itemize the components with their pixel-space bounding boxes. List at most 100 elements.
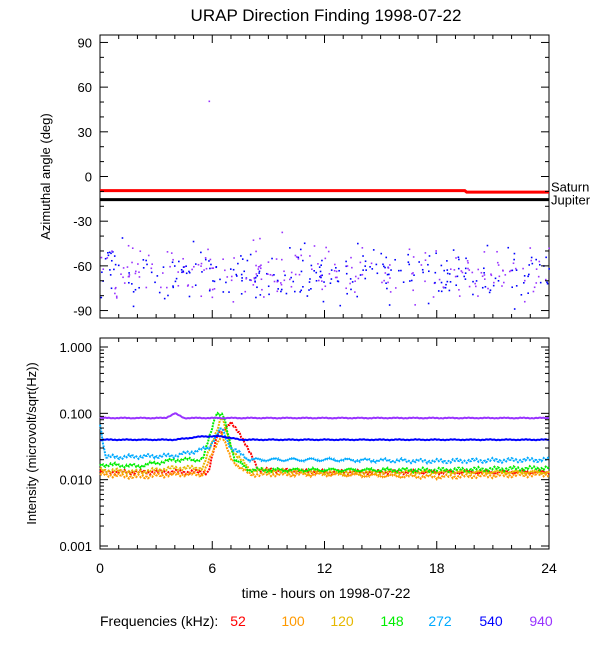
azimuth-point xyxy=(219,278,221,281)
azimuth-point xyxy=(382,263,384,266)
azimuth-point xyxy=(252,284,255,286)
azimuth-point xyxy=(128,272,130,274)
azimuth-point xyxy=(492,284,495,287)
azimuth-point xyxy=(357,277,360,280)
azimuth-point xyxy=(323,281,325,283)
azimuth-point xyxy=(418,261,420,263)
azimuth-point xyxy=(241,258,244,260)
azimuth-point xyxy=(546,282,549,285)
azimuth-point xyxy=(438,278,441,281)
azimuth-point xyxy=(280,258,283,261)
azimuth-point xyxy=(408,248,411,251)
azimuth-point xyxy=(257,268,260,270)
azimuth-point xyxy=(134,288,137,291)
azimuth-point xyxy=(308,289,310,291)
azimuth-point xyxy=(424,280,426,283)
azimuth-point xyxy=(224,269,226,272)
azimuth-point xyxy=(523,279,526,282)
azimuth-point xyxy=(300,289,303,292)
azimuth-point xyxy=(481,275,484,278)
azimuth-point xyxy=(345,287,347,290)
azimuth-point xyxy=(315,279,318,282)
azimuth-point xyxy=(364,265,367,267)
azimuth-point xyxy=(205,267,208,270)
azimuth-point xyxy=(180,269,183,271)
azimuth-point xyxy=(464,267,467,270)
series-line-148 xyxy=(99,411,550,474)
azimuth-point xyxy=(177,284,180,287)
legend-item-540: 540 xyxy=(479,613,503,629)
azimuth-point xyxy=(364,277,367,280)
azimuth-point xyxy=(356,295,359,298)
azimuth-point xyxy=(481,286,484,289)
azimuth-point xyxy=(515,269,518,271)
y-tick-label: 30 xyxy=(78,125,92,140)
azimuth-point xyxy=(111,250,113,252)
azimuth-point xyxy=(299,248,302,251)
azimuth-point xyxy=(203,269,205,271)
azimuth-point xyxy=(387,281,389,284)
azimuth-point xyxy=(187,284,190,286)
azimuth-point xyxy=(156,275,159,277)
azimuth-point xyxy=(339,304,342,307)
azimuth-point xyxy=(466,260,469,262)
azimuth-point xyxy=(131,283,133,285)
azimuth-point xyxy=(300,270,303,273)
azimuth-point xyxy=(138,271,140,274)
azimuth-point xyxy=(115,295,118,298)
reference-line-saturn xyxy=(100,189,549,194)
azimuth-point xyxy=(171,261,174,264)
azimuth-point xyxy=(486,244,489,247)
azimuth-point xyxy=(400,269,402,272)
azimuth-point xyxy=(548,268,550,270)
azimuth-point xyxy=(302,259,304,262)
azimuth-point xyxy=(320,276,322,279)
azimuth-point xyxy=(440,264,443,267)
chart-title: URAP Direction Finding 1998-07-22 xyxy=(191,6,462,25)
azimuth-point xyxy=(102,268,105,270)
azimuth-point xyxy=(170,252,173,254)
azimuth-point xyxy=(241,277,243,279)
y-tick-label: 0 xyxy=(85,170,92,185)
azimuth-point xyxy=(161,272,164,274)
azimuth-point xyxy=(531,262,534,265)
azimuth-point xyxy=(154,281,156,284)
azimuth-point xyxy=(209,267,211,270)
azimuth-plot-frame xyxy=(99,34,550,319)
azimuth-point xyxy=(207,248,209,251)
azimuth-point xyxy=(310,287,312,290)
azimuth-point xyxy=(253,277,256,279)
azimuth-point xyxy=(522,267,524,270)
azimuth-point xyxy=(114,292,116,295)
legend-prefix: Frequencies (kHz): xyxy=(100,613,218,629)
azimuth-point xyxy=(334,263,336,266)
azimuth-point xyxy=(435,252,437,255)
azimuth-point xyxy=(284,274,286,277)
azimuth-point xyxy=(407,253,409,256)
azimuth-point xyxy=(193,265,195,268)
azimuth-point xyxy=(434,271,437,274)
azimuth-point xyxy=(258,270,261,273)
azimuth-point xyxy=(407,261,410,263)
azimuth-point xyxy=(371,268,374,270)
azimuth-point xyxy=(275,258,278,260)
azimuth-point xyxy=(446,272,449,275)
azimuth-point xyxy=(327,250,330,253)
azimuth-point xyxy=(484,285,487,288)
x-tick-label: 18 xyxy=(429,560,445,576)
azimuth-point xyxy=(457,256,460,259)
azimuth-point xyxy=(166,251,169,253)
azimuth-point xyxy=(254,280,256,283)
azimuth-point xyxy=(259,267,262,270)
azimuth-point xyxy=(174,280,177,283)
azimuth-point xyxy=(192,240,195,243)
azimuth-point xyxy=(297,256,300,259)
azimuth-point xyxy=(211,288,214,291)
azimuth-point xyxy=(490,273,492,276)
azimuth-point xyxy=(226,276,229,278)
azimuth-point xyxy=(259,237,261,240)
azimuth-point xyxy=(132,290,135,293)
azimuth-point xyxy=(385,282,387,285)
